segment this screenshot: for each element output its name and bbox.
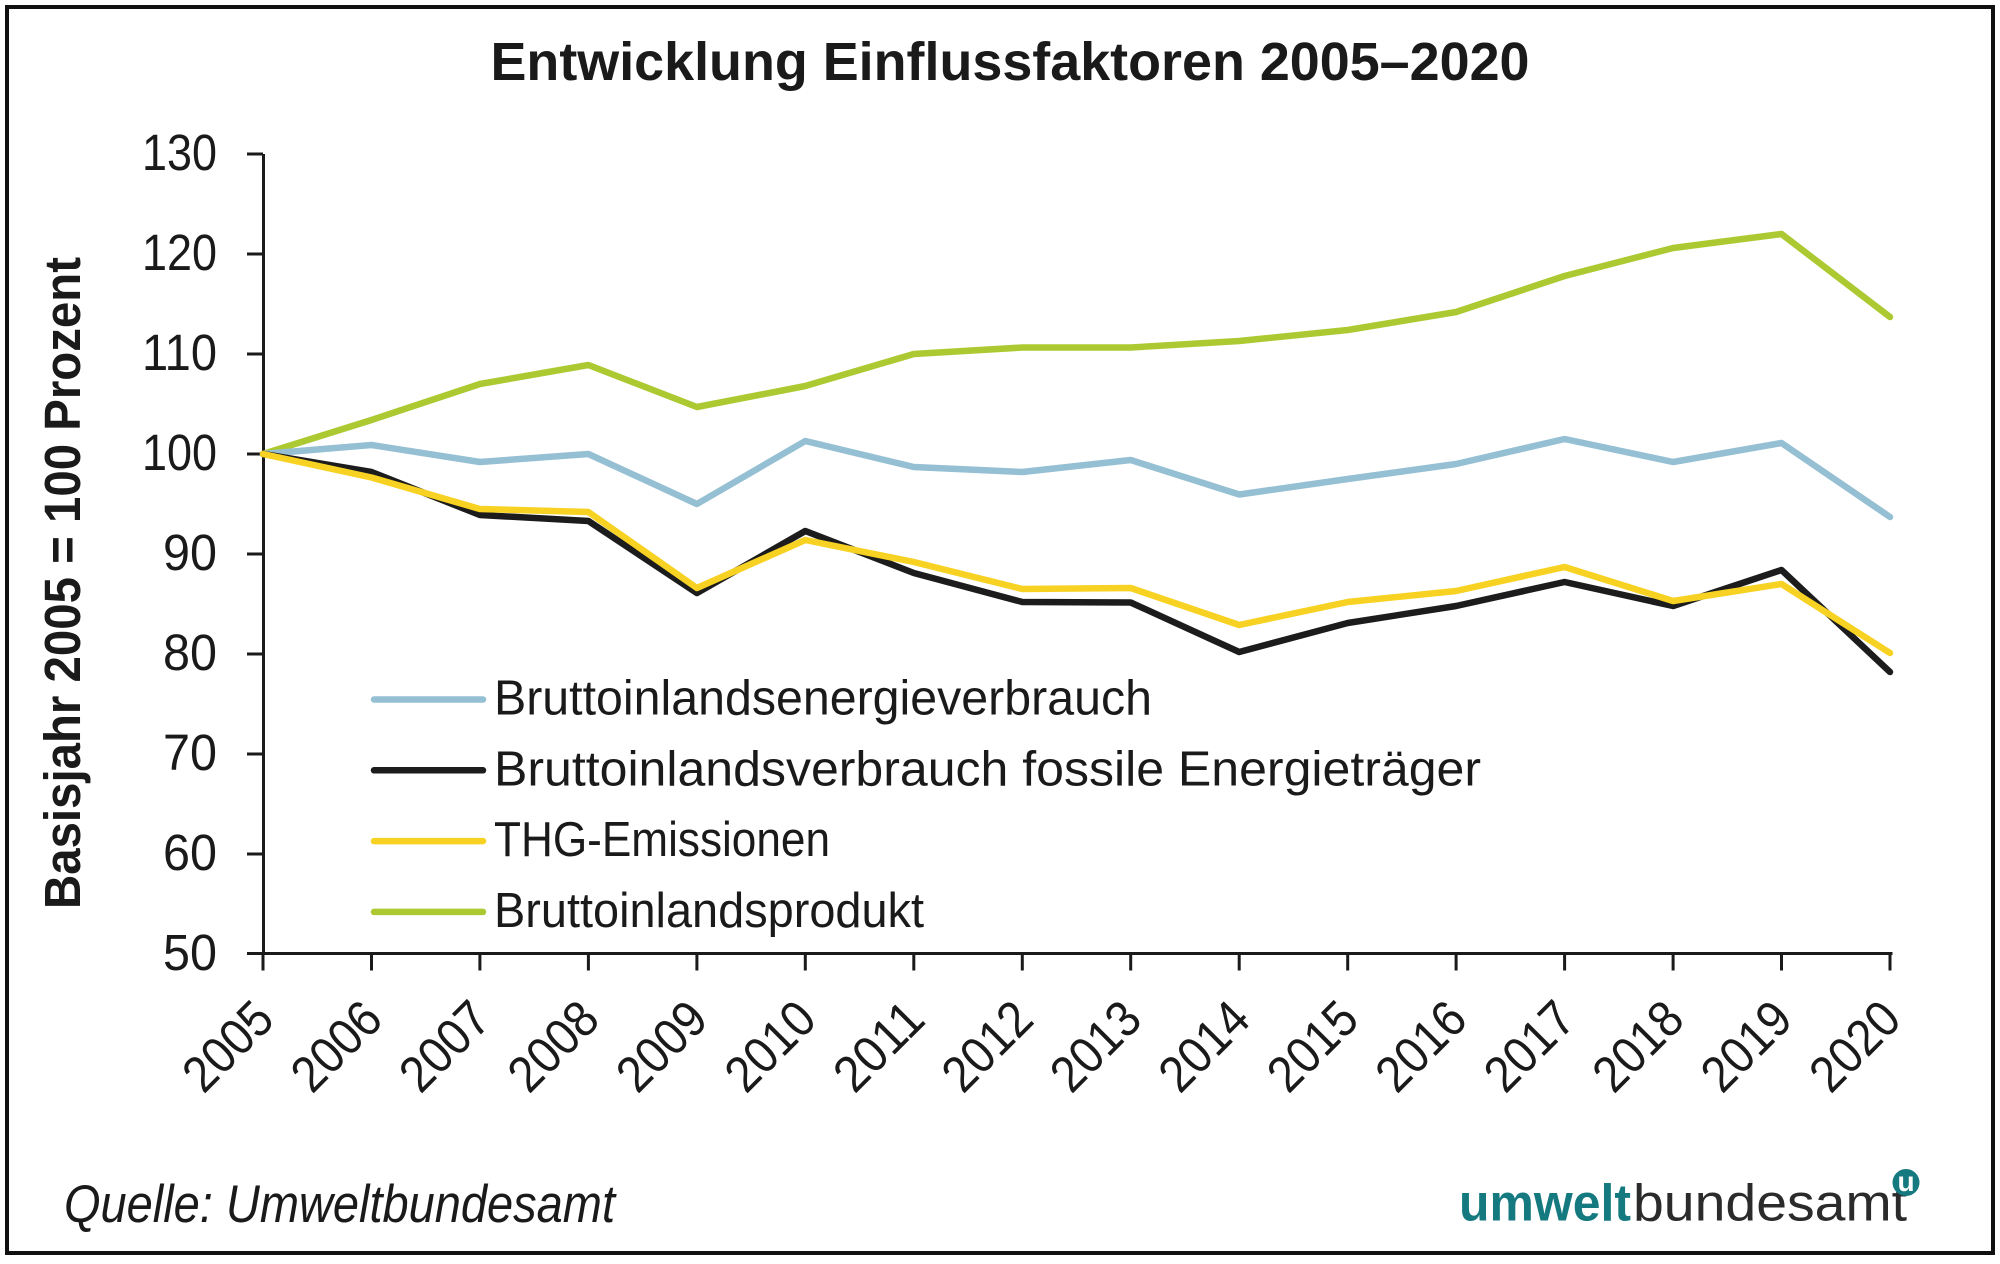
svg-text:70: 70 [163, 724, 217, 781]
svg-text:Basisjahr 2005 = 100 Prozent: Basisjahr 2005 = 100 Prozent [34, 257, 91, 909]
svg-text:110: 110 [142, 324, 217, 381]
svg-text:120: 120 [142, 224, 217, 281]
svg-text:bundesamt: bundesamt [1633, 1175, 1908, 1233]
svg-text:100: 100 [142, 424, 217, 481]
svg-text:THG-Emissionen: THG-Emissionen [494, 813, 830, 867]
svg-text:Bruttoinlandsverbrauch fossile: Bruttoinlandsverbrauch fossile Energietr… [494, 742, 1481, 796]
svg-text:50: 50 [163, 924, 217, 981]
svg-text:80: 80 [163, 624, 217, 681]
svg-text:Entwicklung Einflussfaktoren 2: Entwicklung Einflussfaktoren 2005–2020 [491, 32, 1530, 92]
svg-text:Bruttoinlandsenergieverbrauch: Bruttoinlandsenergieverbrauch [494, 672, 1152, 726]
svg-text:Quelle: Umweltbundesamt: Quelle: Umweltbundesamt [64, 1175, 617, 1234]
svg-text:umwelt: umwelt [1459, 1175, 1631, 1233]
svg-text:u: u [1897, 1166, 1914, 1197]
svg-text:90: 90 [163, 524, 217, 581]
svg-text:Bruttoinlandsprodukt: Bruttoinlandsprodukt [494, 884, 924, 938]
svg-text:60: 60 [163, 824, 217, 881]
svg-text:130: 130 [142, 124, 217, 181]
